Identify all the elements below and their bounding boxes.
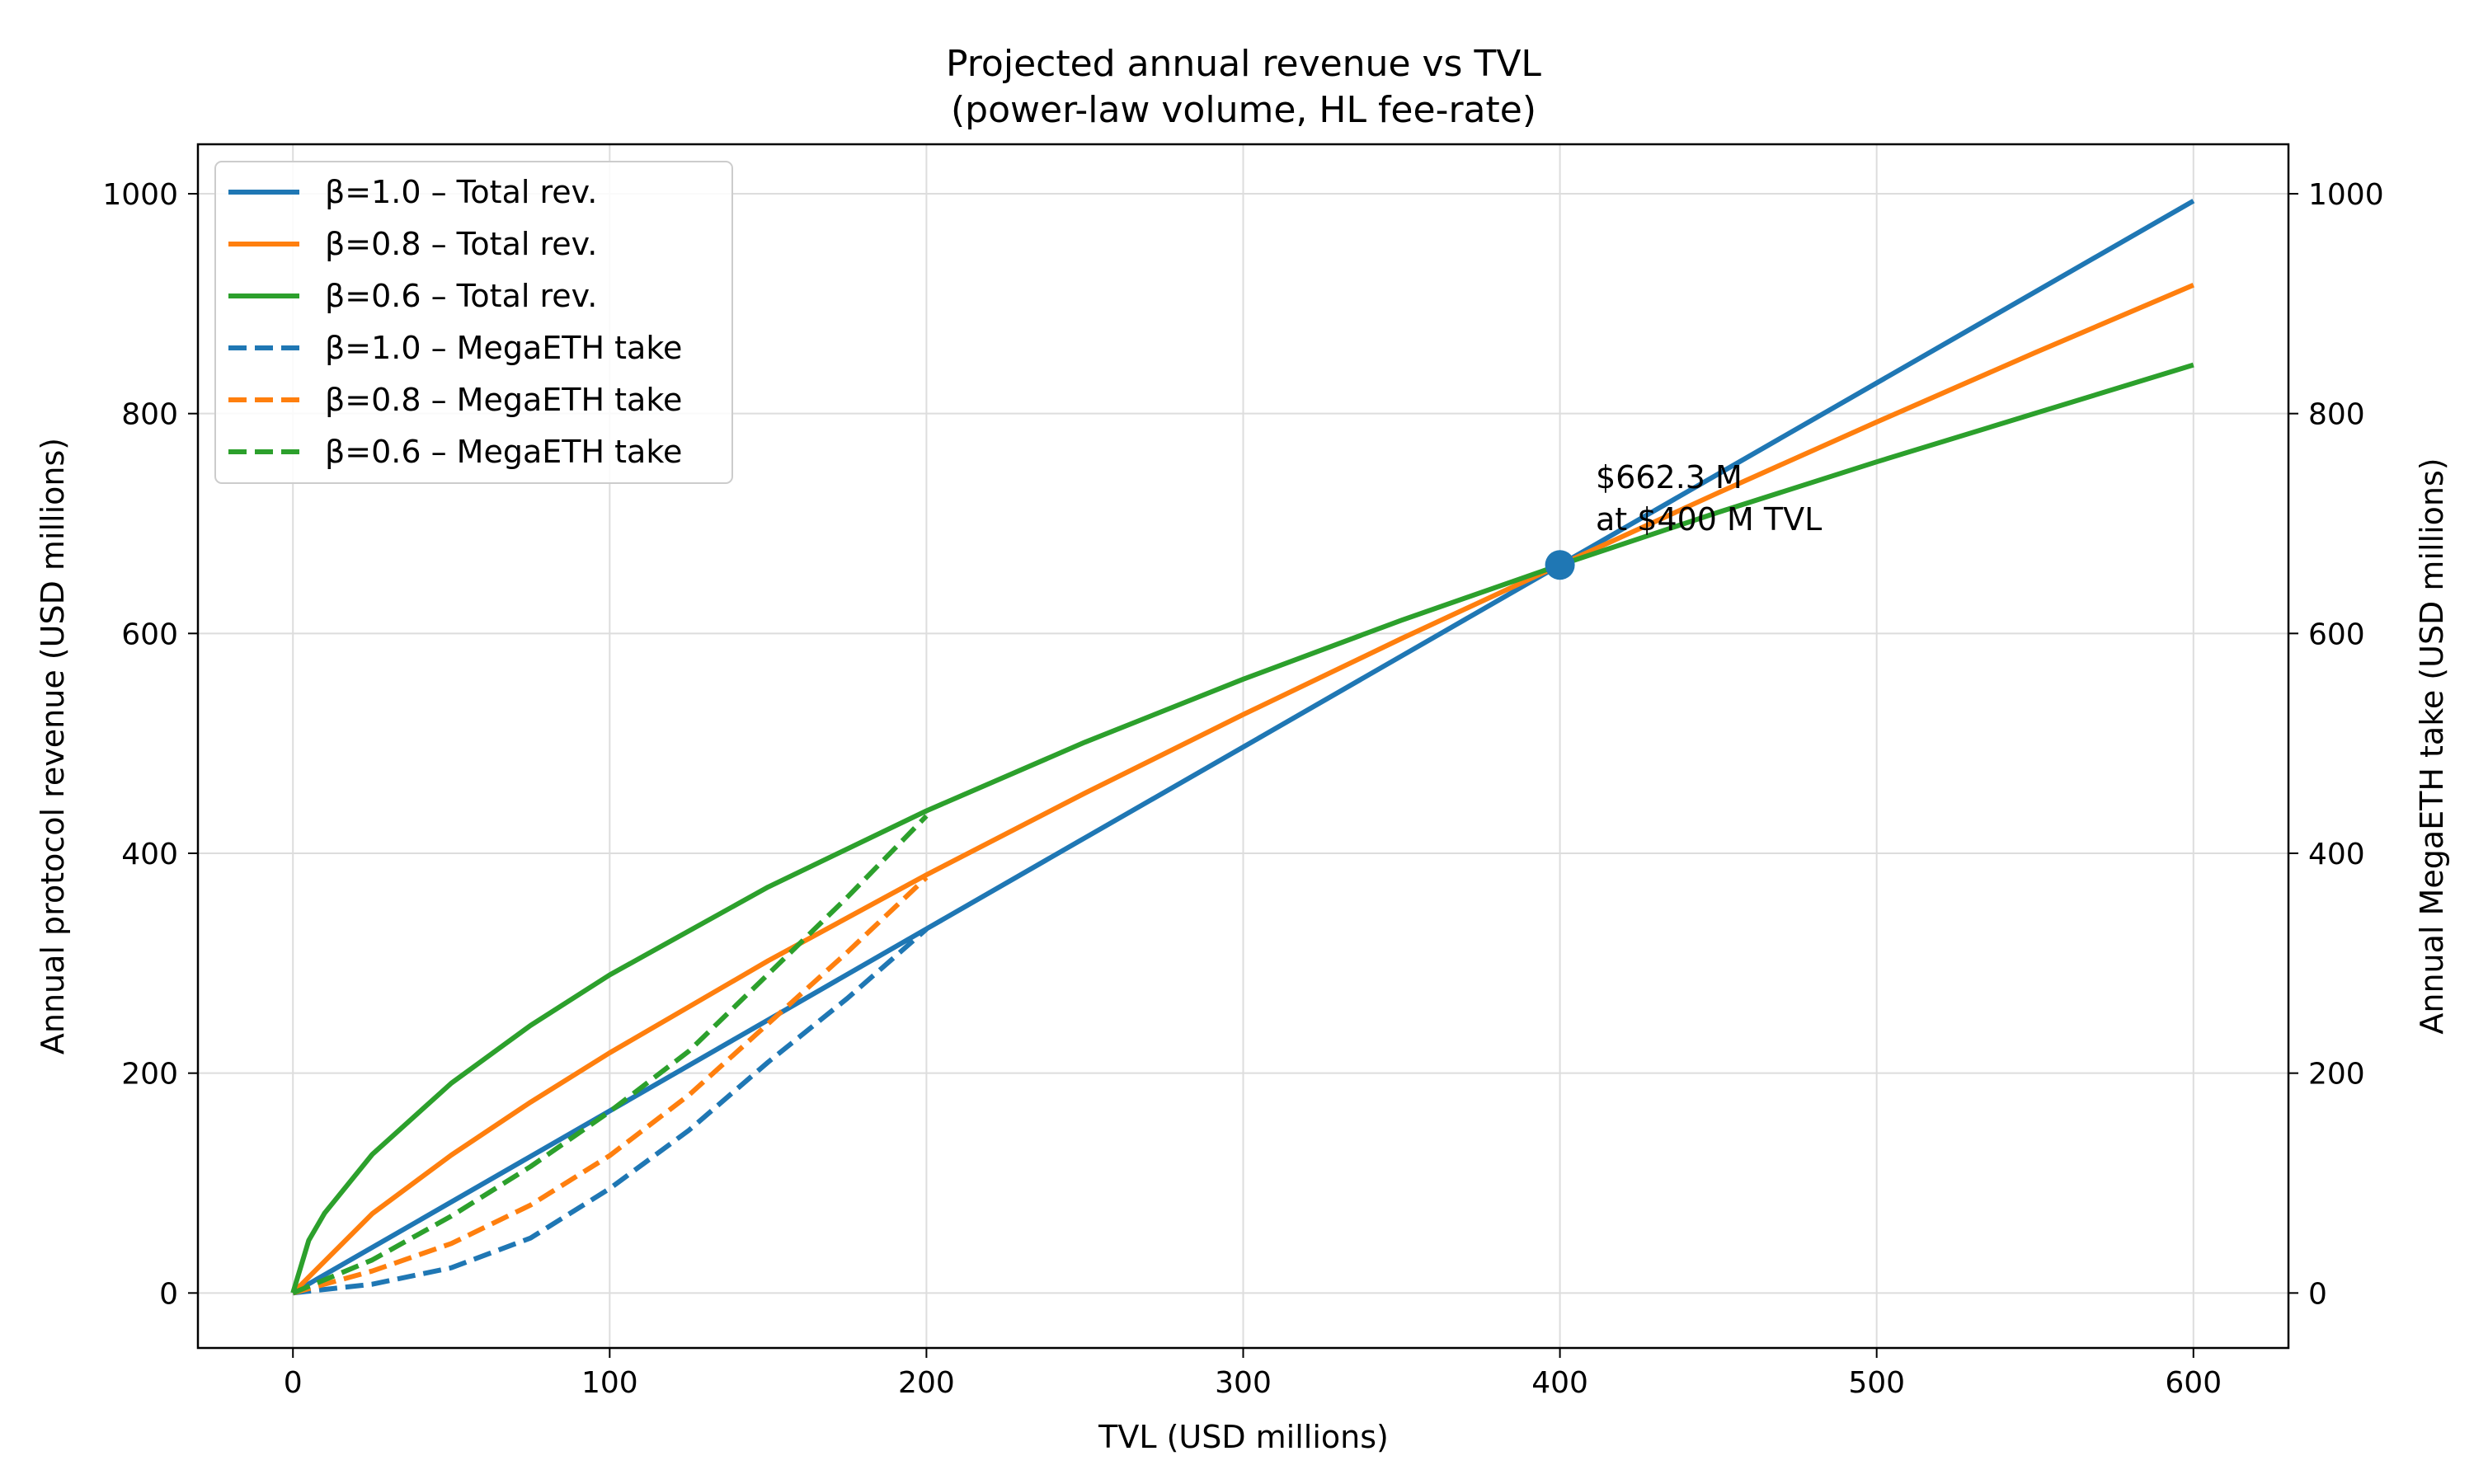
y-axis-label: Annual protocol revenue (USD millions): [35, 438, 71, 1054]
y-tick-label: 400: [121, 838, 178, 871]
series-line-6: [292, 814, 929, 1296]
legend-label: β=0.8 – Total rev.: [325, 226, 597, 262]
series-line-5: [292, 876, 929, 1296]
annotation-line-1: $662.3 M: [1596, 459, 1743, 495]
y-tick-label-right: 1000: [2308, 178, 2384, 212]
x-tick-label: 100: [581, 1366, 638, 1400]
legend-label: β=0.6 – Total rev.: [325, 278, 597, 314]
legend-label: β=1.0 – MegaETH take: [325, 330, 682, 366]
x-tick-label: 400: [1531, 1366, 1588, 1400]
y-tick-label-right: 400: [2308, 838, 2365, 871]
x-tick-label: 0: [284, 1366, 303, 1400]
chart-title: Projected annual revenue vs TVL: [946, 43, 1541, 85]
y-tick-label: 800: [121, 398, 178, 432]
legend-box: [214, 161, 733, 484]
series-line-3: [290, 362, 2194, 1294]
x-tick-label: 200: [898, 1366, 955, 1400]
legend-label: β=0.6 – MegaETH take: [325, 434, 682, 470]
legend-label: β=0.8 – MegaETH take: [325, 382, 682, 418]
y-tick-label: 200: [121, 1058, 178, 1092]
chart-subtitle: (power-law volume, HL fee-rate): [951, 89, 1536, 131]
y-ticks: 0 200 400 600 800 1000: [102, 178, 198, 1311]
grid: [198, 144, 2288, 1348]
series-line-2: [291, 282, 2194, 1295]
legend: β=1.0 – Total rev. β=0.8 – Total rev. β=0.…: [214, 161, 733, 484]
y-tick-label: 1000: [102, 178, 178, 212]
y-tick-label-right: 600: [2308, 618, 2365, 651]
series-layer: [290, 199, 2195, 1296]
series-line-4: [292, 927, 929, 1296]
x-tick-label: 600: [2165, 1366, 2222, 1400]
y-tick-label: 0: [159, 1277, 178, 1311]
x-tick-label: 300: [1215, 1366, 1272, 1400]
y-axis-label-right: Annual MegaETH take (USD millions): [2414, 458, 2450, 1034]
y-tick-label: 600: [121, 618, 178, 651]
marker-layer: [1545, 550, 1575, 580]
legend-label: β=1.0 – Total rev.: [325, 174, 597, 210]
y-tick-label-right: 800: [2308, 398, 2365, 432]
y-ticks-right: 0 200 400 600 800 1000: [2288, 178, 2384, 1311]
x-ticks: 0 100 200 300 400 500 600: [284, 1348, 2222, 1400]
y-tick-label-right: 0: [2308, 1277, 2327, 1311]
highlight-marker: [1545, 550, 1575, 580]
series-line-1: [291, 199, 2195, 1295]
x-tick-label: 500: [1848, 1366, 1905, 1400]
y-tick-label-right: 200: [2308, 1058, 2365, 1092]
annotation-line-2: at $400 M TVL: [1596, 501, 1822, 538]
x-axis-label: TVL (USD millions): [1098, 1419, 1389, 1455]
